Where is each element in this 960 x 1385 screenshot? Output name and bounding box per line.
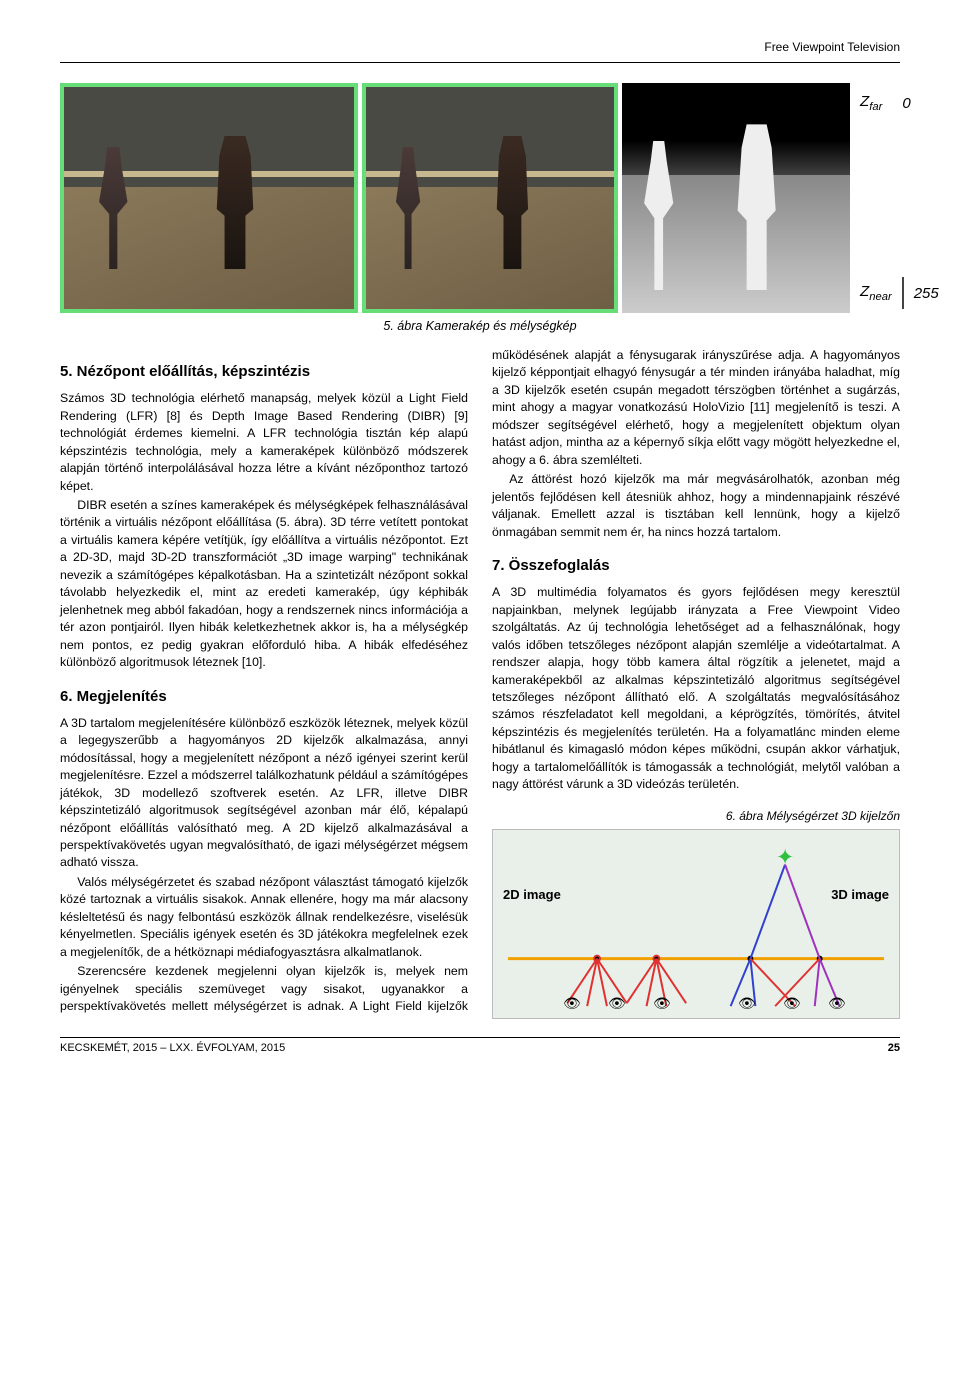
figure-6: 6. ábra Mélységérzet 3D kijelzőn 2D imag… xyxy=(492,808,900,1019)
section-5-p1: Számos 3D technológia elérhető manapság,… xyxy=(60,390,468,495)
eye-icon: 👁 xyxy=(828,994,846,1014)
figure-5: Zfar 0 Znear 255 5. ábra Kamerakép és mé… xyxy=(60,83,900,333)
section-5-heading: 5. Nézőpont előállítás, képszintézis xyxy=(60,361,468,382)
eye-icon: 👁 xyxy=(738,994,756,1014)
article-body: 5. Nézőpont előállítás, képszintézis Szá… xyxy=(60,347,900,1019)
running-head: Free Viewpoint Television xyxy=(60,40,900,54)
section-7-p1: A 3D multimédia folyamatos és gyors fejl… xyxy=(492,584,900,793)
figure-5-camera-image xyxy=(60,83,358,313)
footer-left: KECSKEMÉT, 2015 – LXX. ÉVFOLYAM, 2015 xyxy=(60,1042,285,1054)
figure-5-camera-image-2 xyxy=(362,83,618,313)
section-5-p2: DIBR esetén a színes kameraképek és mély… xyxy=(60,497,468,672)
eye-icon: 👁 xyxy=(783,994,801,1014)
eye-icon: 👁 xyxy=(653,994,671,1014)
section-6-p1: A 3D tartalom megjelenítésére különböző … xyxy=(60,715,468,872)
figure-6-diagram: ✦ xyxy=(493,830,899,1018)
section-7-heading: 7. Összefoglalás xyxy=(492,555,900,576)
eye-icon: 👁 xyxy=(563,994,581,1014)
eye-icon: 👁 xyxy=(608,994,626,1014)
section-6-heading: 6. Megjelenítés xyxy=(60,686,468,707)
section-6-p2: Valós mélységérzetet és szabad nézőpont … xyxy=(60,874,468,961)
section-6-p4: Az áttörést hozó kijelzők ma már megvásá… xyxy=(492,471,900,541)
figure-6-caption: 6. ábra Mélységérzet 3D kijelzőn xyxy=(492,808,900,825)
figure-5-caption: 5. ábra Kamerakép és mélységkép xyxy=(60,319,900,333)
page-footer: KECSKEMÉT, 2015 – LXX. ÉVFOLYAM, 2015 25 xyxy=(60,1037,900,1054)
top-rule xyxy=(60,62,900,63)
figure-5-depth-scale: Zfar 0 Znear 255 xyxy=(854,83,900,313)
figure-5-depth-image xyxy=(622,83,850,313)
page-number: 25 xyxy=(888,1042,900,1054)
